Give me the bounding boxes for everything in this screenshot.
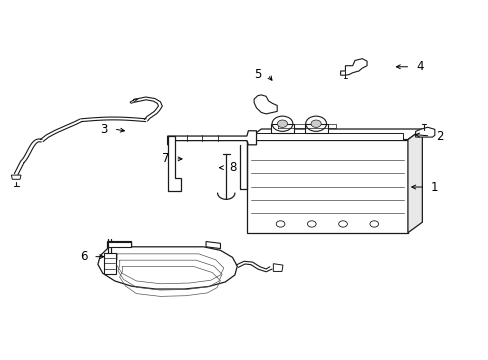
Polygon shape	[107, 242, 130, 247]
Text: 2: 2	[435, 130, 443, 143]
Polygon shape	[98, 242, 237, 289]
Polygon shape	[407, 129, 422, 233]
Text: 7: 7	[162, 152, 169, 165]
Polygon shape	[167, 131, 256, 145]
Polygon shape	[415, 127, 434, 137]
Polygon shape	[103, 253, 116, 274]
Circle shape	[356, 63, 360, 66]
Polygon shape	[167, 136, 181, 190]
Text: 8: 8	[229, 161, 236, 174]
Text: 5: 5	[254, 68, 261, 81]
Polygon shape	[11, 175, 21, 179]
Polygon shape	[246, 140, 407, 233]
Circle shape	[310, 120, 321, 127]
Polygon shape	[205, 242, 220, 248]
Polygon shape	[270, 124, 293, 133]
Polygon shape	[304, 124, 327, 133]
Polygon shape	[254, 95, 277, 114]
Text: 4: 4	[415, 60, 423, 73]
Text: 3: 3	[101, 122, 108, 135]
Polygon shape	[246, 129, 422, 140]
Polygon shape	[340, 59, 366, 75]
Polygon shape	[251, 133, 402, 140]
Text: 6: 6	[80, 250, 87, 263]
Circle shape	[277, 120, 287, 127]
Text: 1: 1	[429, 180, 437, 194]
Polygon shape	[273, 264, 283, 271]
